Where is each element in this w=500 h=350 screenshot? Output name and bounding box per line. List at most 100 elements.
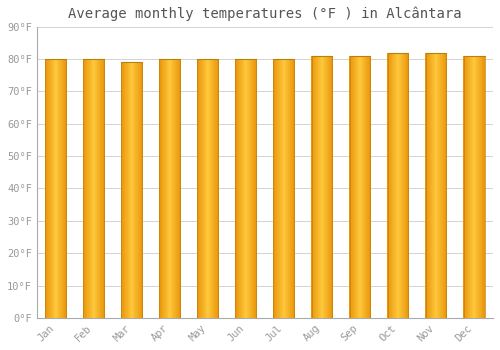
Bar <box>273 59 274 318</box>
Bar <box>484 56 485 318</box>
Bar <box>482 56 483 318</box>
Bar <box>245 59 246 318</box>
Bar <box>205 59 206 318</box>
Bar <box>430 52 431 318</box>
Bar <box>85 59 86 318</box>
Bar <box>170 59 172 318</box>
Bar <box>172 59 173 318</box>
Bar <box>360 56 362 318</box>
Bar <box>102 59 104 318</box>
Bar <box>128 62 129 318</box>
Bar <box>167 59 168 318</box>
Bar <box>363 56 364 318</box>
Bar <box>214 59 215 318</box>
Bar <box>45 59 46 318</box>
Bar <box>124 62 126 318</box>
Bar <box>316 56 317 318</box>
Bar <box>437 52 438 318</box>
Bar <box>166 59 167 318</box>
Bar <box>476 56 477 318</box>
Bar <box>362 56 363 318</box>
Bar <box>58 59 59 318</box>
Bar <box>433 52 434 318</box>
Bar <box>249 59 250 318</box>
Bar <box>248 59 249 318</box>
Bar <box>482 56 484 318</box>
Bar <box>290 59 291 318</box>
Bar <box>357 56 358 318</box>
Bar <box>322 56 324 318</box>
Bar <box>332 56 333 318</box>
Bar <box>242 59 243 318</box>
Bar <box>441 52 442 318</box>
Bar <box>131 62 132 318</box>
Bar <box>246 59 248 318</box>
Bar <box>61 59 62 318</box>
Bar <box>213 59 214 318</box>
Bar <box>367 56 368 318</box>
Bar <box>140 62 141 318</box>
Bar <box>64 59 66 318</box>
Bar <box>292 59 294 318</box>
Bar <box>58 59 59 318</box>
Bar <box>439 52 440 318</box>
Bar <box>89 59 90 318</box>
Bar <box>211 59 212 318</box>
Bar <box>398 52 400 318</box>
Bar <box>400 52 401 318</box>
Bar <box>327 56 328 318</box>
Bar <box>408 52 409 318</box>
Bar <box>101 59 102 318</box>
Bar <box>398 52 399 318</box>
Bar <box>91 59 92 318</box>
Bar <box>326 56 327 318</box>
Bar <box>130 62 131 318</box>
Bar <box>329 56 330 318</box>
Bar <box>356 56 357 318</box>
Bar <box>235 59 236 318</box>
Bar <box>280 59 281 318</box>
Bar <box>173 59 174 318</box>
Bar <box>177 59 178 318</box>
Bar <box>99 59 100 318</box>
Bar <box>429 52 430 318</box>
Bar <box>208 59 210 318</box>
Bar <box>401 52 402 318</box>
Bar <box>62 59 63 318</box>
Bar <box>395 52 396 318</box>
Bar <box>168 59 169 318</box>
Bar <box>370 56 371 318</box>
Bar <box>251 59 252 318</box>
Bar <box>391 52 392 318</box>
Bar <box>141 62 142 318</box>
Bar <box>175 59 176 318</box>
Bar <box>256 59 257 318</box>
Bar <box>442 52 444 318</box>
Bar <box>88 59 89 318</box>
Bar <box>164 59 165 318</box>
Bar <box>406 52 408 318</box>
Bar <box>122 62 124 318</box>
Bar <box>404 52 406 318</box>
Bar <box>200 59 201 318</box>
Bar <box>428 52 429 318</box>
Bar <box>127 62 128 318</box>
Bar <box>92 59 93 318</box>
Bar <box>136 62 137 318</box>
Bar <box>466 56 467 318</box>
Bar <box>393 52 394 318</box>
Bar <box>475 56 476 318</box>
Bar <box>210 59 211 318</box>
Bar <box>463 56 464 318</box>
Bar <box>436 52 437 318</box>
Bar <box>204 59 205 318</box>
Bar <box>352 56 353 318</box>
Bar <box>137 62 138 318</box>
Bar <box>358 56 360 318</box>
Bar <box>60 59 61 318</box>
Bar <box>253 59 254 318</box>
Bar <box>349 56 350 318</box>
Bar <box>129 62 130 318</box>
Bar <box>53 59 54 318</box>
Bar <box>478 56 479 318</box>
